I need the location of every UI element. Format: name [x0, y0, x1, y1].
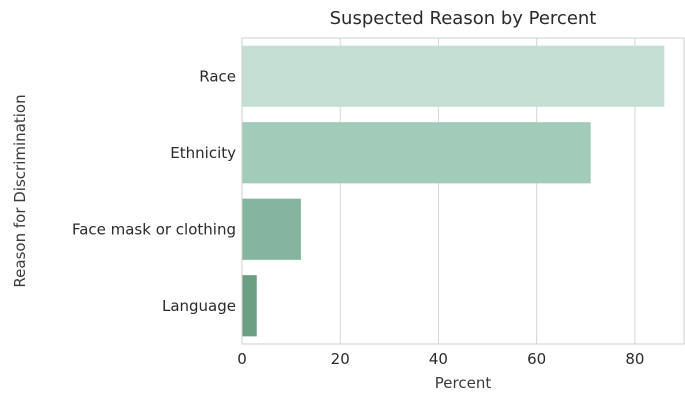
x-axis-label: Percent: [435, 374, 492, 392]
y-axis-label: Reason for Discrimination: [11, 94, 29, 287]
chart-title: Suspected Reason by Percent: [330, 8, 597, 29]
x-tick-label: 80: [625, 350, 644, 368]
x-tick-label: 20: [331, 350, 350, 368]
bar-race: [242, 45, 665, 107]
bar-language: [242, 275, 257, 337]
bar-ethnicity: [242, 122, 591, 184]
x-tick-label: 0: [237, 350, 247, 368]
category-label: Race: [199, 67, 236, 85]
x-tick-label: 40: [429, 350, 448, 368]
x-tick-label: 60: [527, 350, 546, 368]
category-label: Face mask or clothing: [72, 220, 236, 238]
bar-face-mask-or-clothing: [242, 198, 301, 260]
bars: [242, 45, 665, 337]
category-label: Ethnicity: [170, 144, 236, 162]
category-labels: Race Ethnicity Face mask or clothing Langua…: [72, 67, 236, 315]
category-label: Language: [162, 297, 236, 315]
plot-frame: [241, 37, 685, 345]
x-tick-labels: 0 20 40 60 80: [237, 350, 644, 368]
